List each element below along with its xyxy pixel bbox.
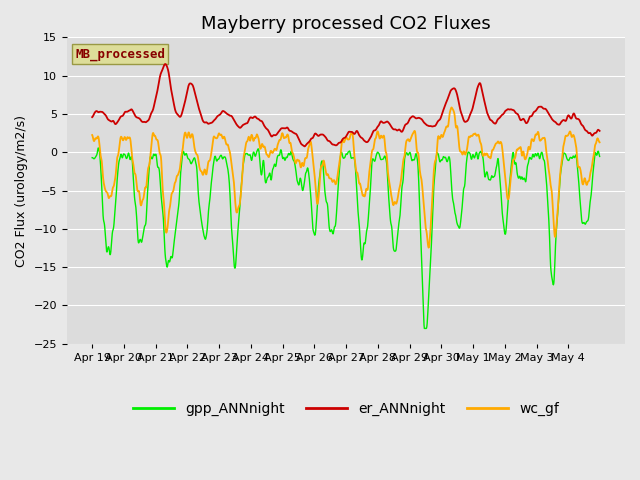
Text: MB_processed: MB_processed bbox=[75, 47, 165, 60]
Line: gpp_ANNnight: gpp_ANNnight bbox=[92, 148, 600, 328]
Legend: gpp_ANNnight, er_ANNnight, wc_gf: gpp_ANNnight, er_ANNnight, wc_gf bbox=[127, 396, 565, 422]
Line: wc_gf: wc_gf bbox=[92, 108, 600, 248]
Y-axis label: CO2 Flux (urology/m2/s): CO2 Flux (urology/m2/s) bbox=[15, 115, 28, 266]
Line: er_ANNnight: er_ANNnight bbox=[92, 64, 600, 146]
Title: Mayberry processed CO2 Fluxes: Mayberry processed CO2 Fluxes bbox=[201, 15, 491, 33]
